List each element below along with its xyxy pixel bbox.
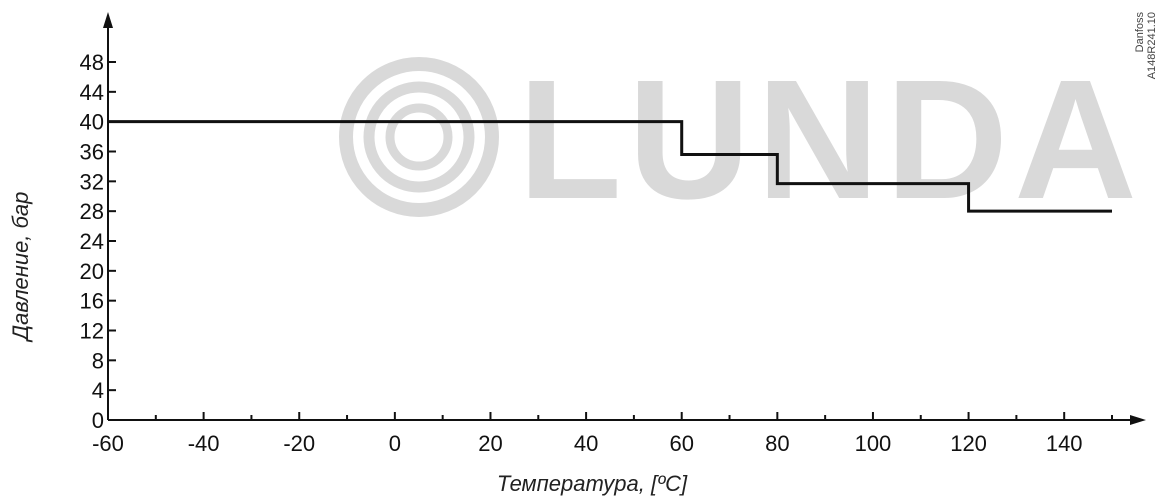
y-axis-arrow xyxy=(103,12,113,28)
x-axis-title: Температура, [ºC] xyxy=(497,471,688,496)
y-axis-title: Давление, бар xyxy=(8,192,33,344)
x-tick-label: -40 xyxy=(188,431,220,456)
watermark-ring-middle xyxy=(363,81,475,193)
x-tick-label: 0 xyxy=(389,431,401,456)
y-tick-label: 0 xyxy=(92,408,104,433)
x-tick-label: -60 xyxy=(92,431,124,456)
credit-line-1: Danfoss xyxy=(1134,12,1146,53)
watermark-logo: LUNDA xyxy=(339,45,1143,235)
y-tick-label: 40 xyxy=(80,110,104,135)
x-tick-label: 120 xyxy=(950,431,987,456)
y-tick-label: 24 xyxy=(80,229,104,254)
x-tick-label: 140 xyxy=(1046,431,1083,456)
y-tick-label: 16 xyxy=(80,289,104,314)
y-tick-label: 12 xyxy=(80,319,104,344)
y-tick-label: 4 xyxy=(92,378,104,403)
x-ticks: -60 -40 -20 0 20 40 60 80 100 120 140 xyxy=(92,412,1113,456)
y-tick-label: 44 xyxy=(80,80,104,105)
y-tick-label: 28 xyxy=(80,199,104,224)
y-tick-label: 20 xyxy=(80,259,104,284)
y-tick-label: 8 xyxy=(92,348,104,373)
y-tick-label: 32 xyxy=(80,169,104,194)
y-tick-label: 48 xyxy=(80,50,104,75)
watermark-ring-outer xyxy=(339,57,499,217)
series-line-pressure xyxy=(108,120,1112,213)
credit-line-2: A148R241.10 xyxy=(1146,12,1156,79)
y-tick-label: 36 xyxy=(80,140,104,165)
x-tick-label: -20 xyxy=(283,431,315,456)
watermark-ring-inner xyxy=(385,103,453,171)
x-tick-label: 100 xyxy=(855,431,892,456)
x-tick-label: 20 xyxy=(478,431,502,456)
x-tick-label: 60 xyxy=(669,431,693,456)
x-tick-label: 40 xyxy=(574,431,598,456)
watermark-text: LUNDA xyxy=(518,45,1143,235)
x-tick-label: 80 xyxy=(765,431,789,456)
data-series xyxy=(108,120,1112,213)
x-axis-arrow xyxy=(1130,415,1146,425)
axes xyxy=(103,12,1146,425)
